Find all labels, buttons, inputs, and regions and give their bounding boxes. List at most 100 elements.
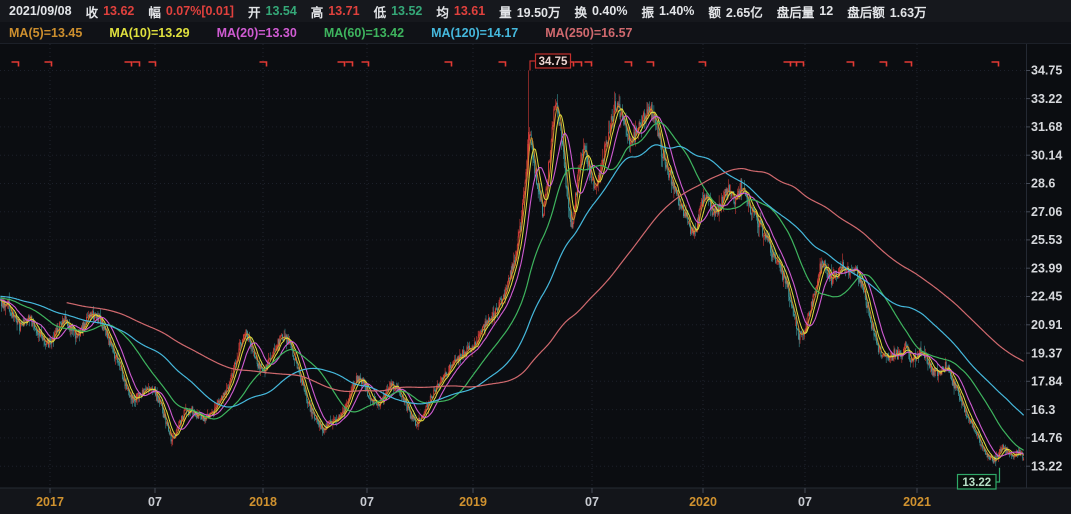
plot-area[interactable] [0, 70, 1025, 467]
event-flag-icon[interactable] [498, 61, 507, 67]
ma-legend-item: MA(20)=13.30 [216, 25, 297, 40]
quote-field-label: 幅 [148, 5, 161, 20]
quote-field-label: 高 [310, 5, 324, 20]
quote-field: 幅 0.07%[0.01] [148, 2, 234, 21]
event-flag-icon[interactable] [11, 61, 20, 67]
quote-field: 盘后量 12 [777, 2, 833, 21]
y-axis-label: 25.53 [1031, 233, 1062, 247]
event-flag-icon[interactable] [991, 61, 1000, 67]
y-axis-label: 34.75 [1031, 64, 1062, 78]
quote-field: 收 13.62 [86, 2, 135, 21]
y-axis-label: 22.45 [1031, 290, 1062, 304]
quote-field: 换 0.40% [574, 2, 627, 21]
quote-field: 低 13.52 [374, 2, 423, 21]
quote-field-label: 盘后量 [776, 5, 815, 20]
quote-field-value: 1.63万 [889, 5, 927, 20]
quote-field: 均 13.61 [436, 2, 485, 21]
ma-line-ma20 [0, 115, 1024, 457]
quote-field-value: 13.61 [453, 4, 486, 18]
x-axis-label[interactable]: 07 [148, 495, 162, 509]
quote-field-label: 低 [373, 5, 387, 20]
x-axis-label[interactable]: 2018 [249, 495, 277, 509]
quote-field-label: 开 [247, 5, 261, 20]
quote-field-value: 12 [819, 4, 834, 18]
ma-legend-item: MA(5)=13.45 [9, 25, 83, 40]
quote-field-label: 额 [708, 5, 721, 20]
quote-field: 开 13.54 [248, 2, 297, 21]
low-callout-connector [996, 467, 1001, 483]
quote-field: 量 19.50万 [499, 2, 560, 21]
y-axis-label: 30.14 [1031, 148, 1062, 162]
quote-field-value: 1.40% [658, 4, 695, 18]
y-axis-label: 28.6 [1031, 177, 1055, 191]
x-axis-label[interactable]: 2021 [903, 495, 931, 509]
event-flag-icon[interactable] [444, 61, 453, 67]
y-axis-label: 13.22 [1031, 459, 1062, 473]
quote-field-label: 量 [499, 5, 512, 20]
quote-field-value: 2.65亿 [725, 5, 763, 20]
quote-field-value: 0.07%[0.01] [165, 4, 234, 18]
chart-area[interactable]: 2017 07 2018 07 2019 07 2020 07 2021 34.75 33.22 31… [0, 44, 1071, 514]
low-callout-value: 13.22 [962, 477, 991, 489]
candlestick-chart[interactable]: 2017 07 2018 07 2019 07 2020 07 2021 34.75 33.22 31… [0, 44, 1071, 514]
quote-field-value: 13.62 [103, 4, 135, 18]
event-flag-icon[interactable] [148, 61, 157, 67]
y-axis-label: 17.84 [1031, 375, 1062, 389]
quote-field-value: 13.52 [391, 4, 423, 18]
ma-legend-row: MA(5)=13.45 MA(10)=13.29 MA(20)=13.30 MA(60… [0, 22, 1071, 44]
event-flag-icon[interactable] [846, 61, 855, 67]
ma-legend-item: MA(120)=14.17 [431, 25, 519, 40]
y-axis-label: 23.99 [1031, 261, 1062, 275]
quote-field-value: 13.71 [328, 4, 360, 18]
x-axis-label[interactable]: 2020 [689, 495, 717, 509]
x-axis-label[interactable]: 2017 [36, 495, 64, 509]
ma-line-ma60 [0, 121, 1024, 451]
event-flag-icon[interactable] [259, 61, 268, 67]
quote-bar: 2021/09/08 收 13.62 幅 0.07%[0.01] 开 13.54 高 13.7… [0, 0, 1071, 44]
event-flag-icon[interactable] [132, 61, 141, 67]
quote-field-label: 收 [85, 5, 99, 20]
quote-field-label: 振 [641, 5, 654, 20]
x-axis-bar [0, 488, 1071, 514]
low-price-callout: 13.22 [956, 467, 1001, 490]
high-price-callout: 34.75 [529, 53, 572, 71]
event-flag-icon[interactable] [345, 61, 354, 67]
quote-row: 2021/09/08 收 13.62 幅 0.07%[0.01] 开 13.54 高 13.7… [0, 0, 1071, 22]
ma-line-ma250 [66, 167, 1024, 393]
y-axis-label: 27.06 [1031, 205, 1062, 219]
x-axis-label[interactable]: 07 [360, 495, 374, 509]
ma-legend-item: MA(10)=13.29 [109, 25, 190, 40]
quote-field: 盘后额 1.63万 [847, 2, 926, 21]
event-flag-icon[interactable] [361, 61, 370, 67]
y-axis-label: 31.68 [1031, 120, 1062, 134]
x-axis-label[interactable]: 07 [585, 495, 599, 509]
event-flag-icon[interactable] [624, 61, 633, 67]
event-flag-icon[interactable] [879, 61, 888, 67]
quote-field-value: 0.40% [591, 4, 628, 18]
event-flag-icon[interactable] [646, 61, 655, 67]
event-flag-icon[interactable] [904, 61, 913, 67]
y-axis-label: 33.22 [1031, 92, 1062, 106]
high-callout-box [534, 53, 572, 69]
event-flag-icon[interactable] [44, 61, 53, 67]
quote-field-value: 13.54 [265, 4, 297, 18]
y-axis-label: 20.91 [1031, 318, 1062, 332]
high-callout-value: 34.75 [539, 56, 568, 68]
ma-legend-item: MA(60)=13.42 [323, 25, 405, 40]
event-flag-icon[interactable] [796, 61, 805, 67]
x-axis-label[interactable]: 2019 [459, 495, 487, 509]
event-flag-icon[interactable] [124, 61, 133, 67]
quote-field: 振 1.40% [641, 2, 694, 21]
ma-line-ma120 [0, 144, 1025, 416]
event-flag-icon[interactable] [584, 61, 593, 67]
event-flag-icon[interactable] [574, 61, 583, 67]
quote-field-value: 19.50万 [516, 5, 561, 20]
event-flag-icon[interactable] [337, 61, 346, 67]
quote-field-label: 换 [574, 5, 587, 20]
quote-field: 额 2.65亿 [708, 2, 762, 21]
low-callout-box [956, 473, 997, 490]
quote-date: 2021/09/08 [9, 4, 72, 18]
event-flag-icon[interactable] [698, 61, 707, 67]
x-axis-label[interactable]: 07 [798, 495, 812, 509]
